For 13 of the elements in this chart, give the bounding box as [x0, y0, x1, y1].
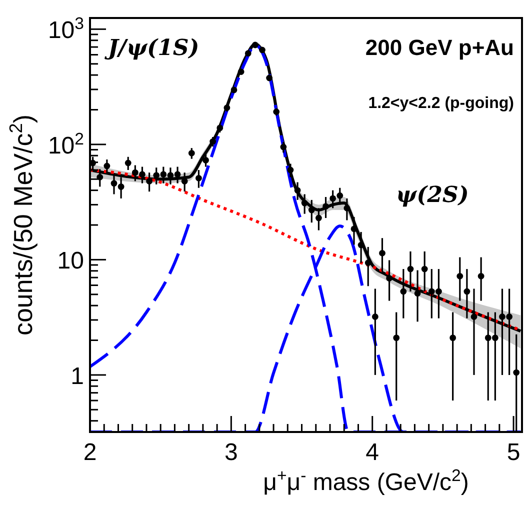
y-tick-label: 1: [70, 362, 84, 390]
x-tick-label: 5: [506, 439, 520, 466]
x-tick-label: 4: [366, 439, 380, 466]
annotation: ψ(2S): [396, 182, 469, 208]
annotation: 1.2<y<2.2 (p-going): [368, 95, 514, 112]
y-tick-label: 10$^{2}$: [48, 128, 84, 160]
x-tick-label: 3: [224, 439, 238, 466]
annotation: J/ψ(1S): [104, 35, 200, 61]
annotation: 200 GeV p+Au: [365, 35, 514, 60]
y-tick-label: 10$^{3}$: [48, 14, 84, 44]
y-tick-label: 10: [57, 248, 84, 275]
x-tick-label: 2: [83, 439, 97, 466]
x-axis-title: μ$^{+}$μ$^{-}$ mass (GeV/c$^{2}$): [263, 466, 469, 496]
